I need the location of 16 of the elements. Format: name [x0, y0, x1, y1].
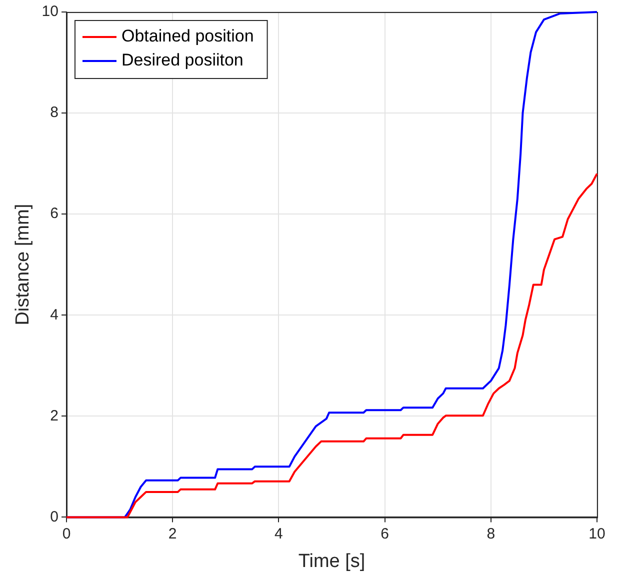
- x-tick-label: 6: [380, 525, 389, 542]
- y-tick-label: 4: [50, 306, 58, 324]
- x-tick-label: 8: [486, 525, 496, 542]
- x-tick-label: 2: [168, 525, 177, 542]
- y-tick-label: 10: [42, 3, 58, 20]
- x-tick-label: 4: [274, 525, 283, 542]
- y-tick-label: 0: [50, 508, 58, 526]
- y-tick-label: 8: [50, 104, 58, 122]
- y-tick-label: 2: [50, 407, 58, 424]
- x-tick-label: 10: [588, 525, 606, 542]
- x-axis-title: Time [s]: [298, 550, 366, 572]
- y-tick-label: 6: [50, 205, 58, 222]
- x-tick-label: 0: [62, 525, 71, 542]
- legend-label: Obtained position: [121, 26, 254, 46]
- y-axis-title: Distance [mm]: [12, 204, 34, 326]
- legend-label: Desired posiiton: [121, 50, 244, 70]
